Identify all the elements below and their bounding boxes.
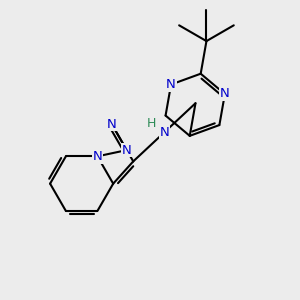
Text: N: N <box>122 144 132 157</box>
Text: N: N <box>107 118 117 130</box>
Text: N: N <box>92 150 102 163</box>
Text: N: N <box>220 88 230 100</box>
Text: N: N <box>166 78 176 91</box>
Text: N: N <box>160 126 169 139</box>
Text: H: H <box>147 117 156 130</box>
